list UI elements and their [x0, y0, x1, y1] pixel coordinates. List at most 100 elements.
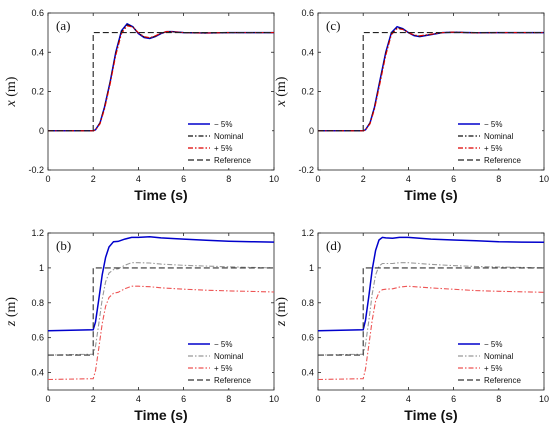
y-tick-label: 1 — [309, 263, 314, 273]
y-axis-unit: (m) — [4, 76, 19, 100]
series-line-3 — [48, 32, 274, 132]
y-axis-label: x (m) — [274, 76, 289, 107]
y-tick-label: 1 — [39, 263, 44, 273]
legend-entry-2: + 5% — [484, 144, 502, 153]
legend: − 5% Nominal + 5% Reference — [454, 116, 542, 168]
y-tick-label: -0.2 — [28, 165, 44, 175]
series-line-3 — [318, 32, 544, 132]
x-tick-label: 2 — [361, 174, 366, 184]
series-line-2 — [317, 285, 545, 381]
x-tick-label: 0 — [315, 174, 320, 184]
y-tick-label: -0.2 — [298, 165, 314, 175]
panel-label: (d) — [326, 238, 341, 253]
x-tick-label: 6 — [451, 174, 456, 184]
y-tick-label: 0.6 — [31, 8, 44, 18]
legend-entry-3: Reference — [214, 156, 251, 165]
y-axis-label: z (m) — [274, 297, 289, 328]
panel-label: (a) — [56, 18, 70, 33]
x-tick-label: 8 — [226, 394, 231, 404]
y-tick-label: 0.6 — [301, 333, 314, 343]
x-tick-label: 4 — [406, 174, 411, 184]
y-axis-unit: (m) — [274, 76, 289, 100]
y-tick-label: 0.8 — [301, 298, 314, 308]
legend-entry-0: − 5% — [484, 340, 502, 349]
legend: − 5% Nominal + 5% Reference — [454, 336, 542, 388]
legend-entry-1: Nominal — [214, 132, 244, 141]
y-axis-label: x (m) — [4, 76, 19, 107]
legend-entry-3: Reference — [214, 376, 251, 385]
x-tick-label: 0 — [45, 174, 50, 184]
y-tick-label: 0.2 — [31, 87, 44, 97]
series-line-1 — [317, 262, 545, 356]
x-tick-label: 0 — [315, 394, 320, 404]
chart-panel-1: 0 2 4 6 8 10-0.200.20.40.6(c)− 5%Nominal+ 5%R… — [274, 8, 549, 203]
y-axis-variable: z — [4, 320, 19, 327]
x-axis-label: Time (s) — [134, 187, 187, 203]
series-line-0 — [317, 236, 545, 332]
series-line-1 — [47, 262, 275, 356]
y-tick-label: 0.6 — [31, 333, 44, 343]
panel-label: (c) — [326, 18, 340, 33]
chart-panel-2: 0 2 4 6 8 10 0.4 0.6 0.8 1 1.2 (b) − 5% Nominal + 5% Re… — [4, 228, 279, 423]
y-tick-label: 0.6 — [301, 8, 314, 18]
x-tick-label: 10 — [269, 394, 279, 404]
x-tick-label: 2 — [91, 174, 96, 184]
y-axis-variable: x — [274, 99, 289, 107]
x-tick-label: 6 — [451, 394, 456, 404]
x-axis-label: Time (s) — [404, 407, 457, 423]
x-tick-label: 2 — [91, 394, 96, 404]
x-tick-label: 10 — [269, 174, 279, 184]
y-tick-label: 0.2 — [301, 87, 314, 97]
y-tick-label: 0.4 — [301, 368, 314, 378]
legend-entry-0: − 5% — [214, 120, 232, 129]
series-line-3 — [318, 267, 544, 356]
x-tick-label: 6 — [181, 394, 186, 404]
x-tick-label: 4 — [136, 174, 141, 184]
series-line-2 — [47, 285, 275, 381]
chart-panel-0: 0 2 4 6 8 10-0.200.20.40.6(a)− 5%Nominal+ 5%R… — [4, 8, 279, 203]
y-tick-label: 0.4 — [31, 368, 44, 378]
legend-entry-2: + 5% — [484, 364, 502, 373]
x-tick-label: 0 — [45, 394, 50, 404]
x-axis-label: Time (s) — [404, 187, 457, 203]
series-line-3 — [48, 267, 274, 356]
x-tick-label: 8 — [226, 174, 231, 184]
legend-entry-2: + 5% — [214, 364, 232, 373]
x-tick-label: 4 — [136, 394, 141, 404]
x-tick-label: 10 — [539, 394, 549, 404]
x-tick-label: 2 — [361, 394, 366, 404]
y-tick-label: 1.2 — [31, 228, 44, 238]
legend-entry-3: Reference — [484, 376, 521, 385]
x-tick-label: 4 — [406, 394, 411, 404]
series-line-2 — [48, 25, 274, 132]
y-axis-label: z (m) — [4, 297, 19, 328]
y-axis-variable: z — [274, 320, 289, 327]
legend: − 5% Nominal + 5% Reference — [184, 336, 272, 388]
panel-label: (b) — [56, 238, 71, 253]
series-line-2 — [318, 28, 544, 132]
legend-entry-1: Nominal — [214, 352, 244, 361]
legend: − 5% Nominal + 5% Reference — [184, 116, 272, 168]
x-tick-label: 8 — [496, 394, 501, 404]
legend-entry-0: − 5% — [214, 340, 232, 349]
x-tick-label: 10 — [539, 174, 549, 184]
y-axis-unit: (m) — [274, 297, 289, 321]
legend-entry-1: Nominal — [484, 132, 514, 141]
chart-panel-3: 0 2 4 6 8 10 0.4 0.6 0.8 1 1.2 (d) − 5% Nominal + 5% Re… — [274, 228, 549, 423]
y-tick-label: 0.4 — [301, 47, 314, 57]
x-axis-label: Time (s) — [134, 407, 187, 423]
legend-entry-0: − 5% — [484, 120, 502, 129]
y-tick-label: 1.2 — [301, 228, 314, 238]
legend-entry-1: Nominal — [484, 352, 514, 361]
series-line-0 — [47, 236, 275, 332]
y-axis-unit: (m) — [4, 297, 19, 321]
x-tick-label: 6 — [181, 174, 186, 184]
legend-entry-2: + 5% — [214, 144, 232, 153]
y-tick-label: 0 — [39, 126, 44, 136]
y-axis-variable: x — [4, 99, 19, 107]
y-tick-label: 0 — [309, 126, 314, 136]
legend-entry-3: Reference — [484, 156, 521, 165]
x-tick-label: 8 — [496, 174, 501, 184]
y-tick-label: 0.8 — [31, 298, 44, 308]
